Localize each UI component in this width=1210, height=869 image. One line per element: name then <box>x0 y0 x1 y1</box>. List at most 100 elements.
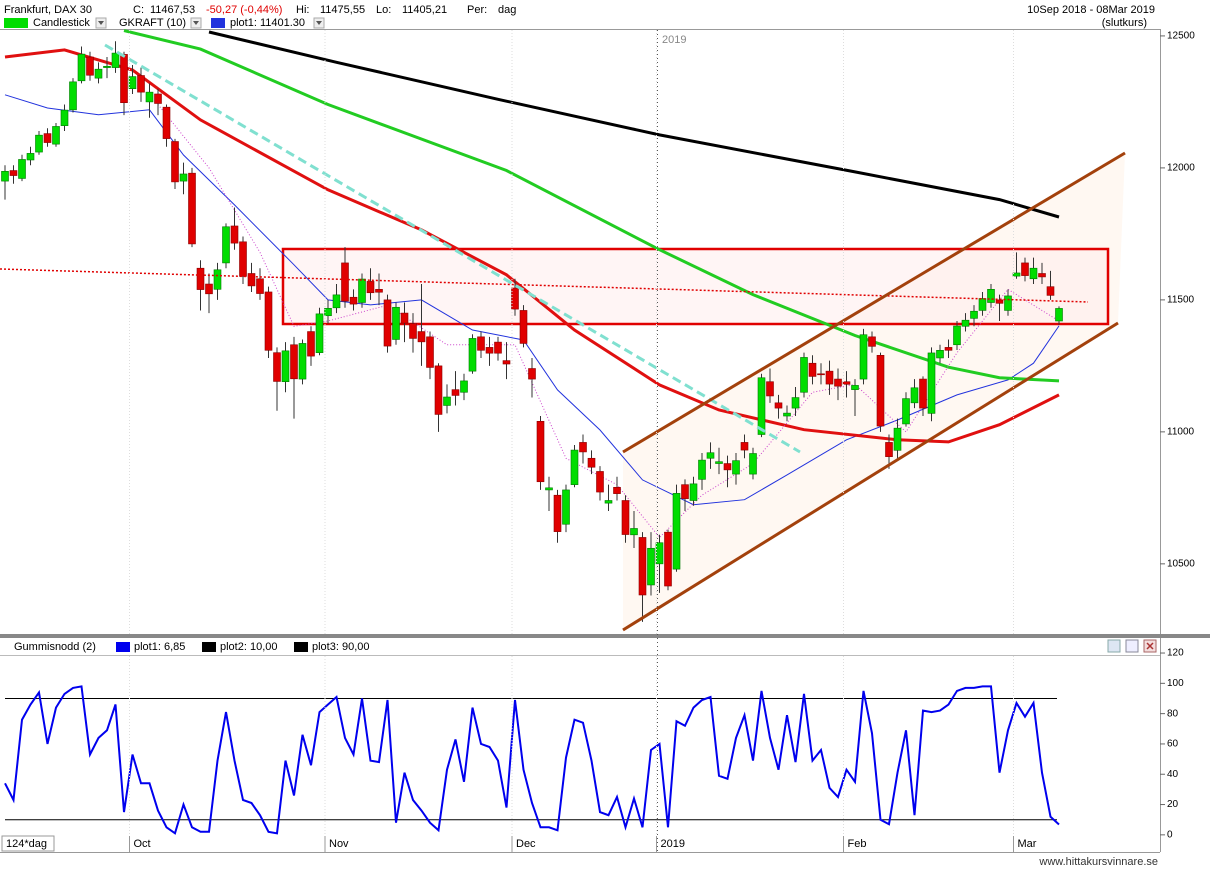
candle-body <box>35 134 43 153</box>
candle-body <box>808 362 817 377</box>
y-tick-label: 60 <box>1167 739 1179 750</box>
x-tick-label: Nov <box>329 838 349 850</box>
candle-body <box>587 457 596 468</box>
candle-body <box>698 459 706 480</box>
candle-body <box>995 299 1004 304</box>
candle-body <box>613 486 621 494</box>
candle-body <box>715 461 723 464</box>
channel-line <box>622 321 1119 632</box>
candle-body <box>434 365 443 415</box>
candle-body <box>1029 267 1038 280</box>
dropdown-arrow <box>316 21 322 25</box>
panel-icon[interactable] <box>1107 639 1121 653</box>
candle-body <box>902 398 910 425</box>
candle-body <box>383 299 392 347</box>
candle-body <box>358 278 366 303</box>
candle-body <box>451 389 460 396</box>
source: www.hittakursvinnare.se <box>1038 856 1158 868</box>
y-tick-label: 12500 <box>1167 31 1195 42</box>
candle-body <box>281 350 290 383</box>
candle-body <box>205 283 213 295</box>
candle-body <box>239 241 247 277</box>
candle-body <box>290 344 298 380</box>
x-tick-label: 2019 <box>661 838 685 850</box>
candle-body <box>706 452 715 459</box>
candle-body <box>1055 308 1063 322</box>
candle-body <box>842 381 851 385</box>
moving-average <box>208 30 1060 219</box>
candle-body <box>893 427 902 451</box>
candle-body <box>604 500 613 504</box>
candle-body <box>783 412 791 417</box>
close-icon-x <box>1146 642 1154 650</box>
candle-body <box>375 289 383 293</box>
candle-body <box>366 281 375 294</box>
candle-body <box>970 310 978 319</box>
y-tick-label: 12000 <box>1167 163 1195 174</box>
y-tick-label: 100 <box>1167 678 1184 689</box>
candle-body <box>103 65 111 68</box>
candle-body <box>817 373 825 376</box>
candle-body <box>443 396 451 406</box>
candle-body <box>315 313 324 353</box>
legend-swatch <box>4 18 28 28</box>
value: 11475,55 <box>320 4 365 16</box>
instrument: Frankfurt, DAX 30 <box>4 4 92 16</box>
candle-body <box>689 483 698 501</box>
candle-body <box>978 298 987 311</box>
candle-body <box>528 368 536 380</box>
candle-body <box>60 109 69 126</box>
candle-body <box>392 306 400 340</box>
candle-body <box>120 54 128 104</box>
candle-body <box>766 381 774 397</box>
period-box <box>1 835 55 852</box>
label: Hi: <box>296 4 309 16</box>
candle-body <box>647 547 655 586</box>
period-count: 124*dag <box>6 838 47 850</box>
indicator-name: GKRAFT (10) <box>119 17 186 29</box>
x-tick-label: Oct <box>134 838 151 850</box>
candle-body <box>264 291 273 351</box>
date-range: 10Sep 2018 - 08Mar 2019 <box>1027 4 1155 16</box>
candle-body <box>307 331 315 357</box>
value: 11467,53 <box>150 4 195 16</box>
candle-body <box>230 225 239 244</box>
value: 11405,21 <box>402 4 447 16</box>
candle-body <box>672 493 681 570</box>
candle-body <box>145 91 154 103</box>
candle-body <box>791 397 800 409</box>
y-tick-label: 0 <box>1167 829 1173 840</box>
y-tick-label: 20 <box>1167 799 1179 810</box>
trend-line <box>104 43 801 454</box>
candle-body <box>349 296 358 305</box>
candle-body <box>953 325 961 346</box>
candle-body <box>111 52 120 68</box>
price-panel <box>1 29 1063 622</box>
candle-body <box>341 262 349 302</box>
moving-average <box>4 48 1060 444</box>
y-tick-label: 40 <box>1167 769 1179 780</box>
candle-body <box>179 173 188 182</box>
candle-body <box>545 487 553 491</box>
candle-body <box>910 387 919 404</box>
candle-body <box>1012 272 1021 277</box>
candle-body <box>740 442 749 451</box>
candle-body <box>876 355 885 427</box>
candle-body <box>536 421 545 483</box>
moving-average <box>123 29 1060 383</box>
x-tick-label: Dec <box>516 838 536 850</box>
dropdown-arrow <box>98 21 104 25</box>
candle-body <box>256 278 264 294</box>
label: C: <box>133 4 144 16</box>
panel-separator <box>0 634 1210 638</box>
panel-icon[interactable] <box>1125 639 1139 653</box>
candle-body <box>834 378 842 387</box>
candle-body <box>553 494 562 532</box>
candle-body <box>409 323 417 339</box>
candle-body <box>732 460 740 475</box>
candle-body <box>324 308 332 317</box>
y-tick-label: 11500 <box>1167 295 1195 306</box>
y-tick-label: 120 <box>1167 648 1184 659</box>
legend-swatch <box>116 642 130 652</box>
